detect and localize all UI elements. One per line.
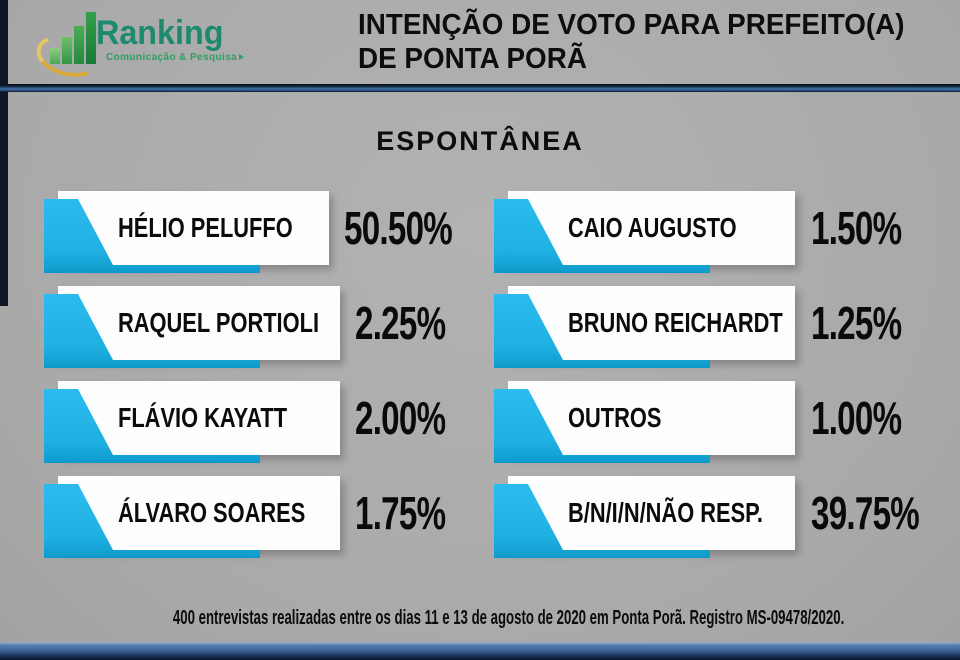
results-grid: HÉLIO PELUFFO 50.50% CAIO AUGUSTO 1.50% … (44, 191, 960, 558)
candidate-name: B/N/I/N/NÃO RESP. (568, 497, 763, 528)
result-row: CAIO AUGUSTO 1.50% (494, 191, 960, 273)
result-row: ÁLVARO SOARES 1.75% (44, 476, 494, 558)
candidate-name: CAIO AUGUSTO (568, 212, 737, 243)
brand-name: Ranking (96, 14, 224, 52)
result-row: OUTROS 1.00% (494, 381, 960, 463)
bar-chart-icon (32, 12, 104, 84)
poll-type-heading: ESPONTÂNEA (376, 126, 584, 156)
candidate-name: BRUNO REICHARDT (568, 307, 783, 338)
page-title: INTENÇÃO DE VOTO PARA PREFEITO(A) DE PON… (358, 8, 927, 76)
candidate-percentage: 1.25% (811, 297, 902, 349)
candidate-name: RAQUEL PORTIOLI (118, 307, 320, 338)
result-row: RAQUEL PORTIOLI 2.25% (44, 286, 494, 368)
candidate-name: FLÁVIO KAYATT (118, 402, 288, 433)
methodology-note: 400 entrevistas realizadas entre os dias… (172, 607, 845, 629)
candidate-name-box: CAIO AUGUSTO (508, 191, 795, 265)
candidate-name: HÉLIO PELUFFO (118, 212, 293, 243)
brand-tagline: Comunicação & Pesquisa (106, 52, 245, 63)
result-row: HÉLIO PELUFFO 50.50% (44, 191, 494, 273)
left-edge-strip (0, 0, 8, 306)
bottom-bar (0, 642, 960, 660)
candidate-percentage: 2.00% (355, 392, 446, 444)
candidate-percentage: 1.50% (811, 202, 902, 254)
candidate-name: OUTROS (568, 402, 662, 433)
result-row: B/N/I/N/NÃO RESP. 39.75% (494, 476, 960, 558)
tagline-arrow-icon (239, 54, 245, 60)
candidate-percentage: 2.25% (355, 297, 446, 349)
candidate-percentage: 1.75% (355, 487, 446, 539)
candidate-percentage: 50.50% (343, 202, 453, 254)
candidate-percentage: 39.75% (811, 487, 920, 539)
candidate-name: ÁLVARO SOARES (118, 497, 306, 528)
title-line-1: INTENÇÃO DE VOTO PARA PREFEITO(A) (358, 9, 905, 41)
header-divider-bar (0, 84, 960, 92)
candidate-name-box: FLÁVIO KAYATT (58, 381, 340, 455)
header: Ranking Comunicação & Pesquisa INTENÇÃO … (0, 0, 960, 84)
title-line-2: DE PONTA PORÃ (358, 43, 587, 75)
ranking-logo: Ranking Comunicação & Pesquisa (32, 6, 250, 84)
candidate-percentage: 1.00% (811, 392, 902, 444)
result-row: BRUNO REICHARDT 1.25% (494, 286, 960, 368)
result-row: FLÁVIO KAYATT 2.00% (44, 381, 494, 463)
